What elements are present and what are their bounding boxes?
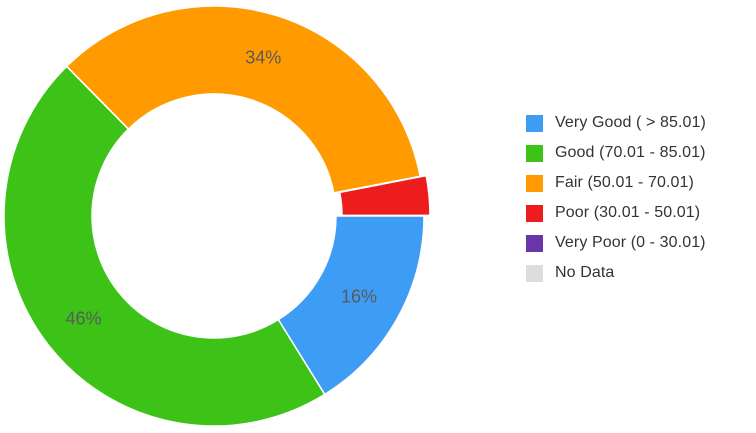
legend-item-no-data[interactable]: No Data: [526, 258, 754, 288]
legend-swatch-very-poor: [526, 234, 543, 252]
legend-swatch-poor: [526, 204, 543, 222]
donut-slice-good[interactable]: [3, 65, 326, 427]
legend-swatch-fair: [526, 174, 543, 192]
donut-slice-poor[interactable]: [338, 174, 431, 217]
slice-label-fair: 34%: [245, 47, 281, 67]
donut-slice-fair[interactable]: [65, 5, 422, 194]
legend-label-no-data: No Data: [555, 264, 615, 281]
legend-label-very-poor: Very Poor (0 - 30.01): [555, 234, 706, 251]
legend-label-good: Good (70.01 - 85.01): [555, 144, 706, 161]
legend-item-good[interactable]: Good (70.01 - 85.01): [526, 138, 754, 168]
legend-item-poor[interactable]: Poor (30.01 - 50.01): [526, 198, 754, 228]
chart-legend: Very Good ( > 85.01) Good (70.01 - 85.01…: [526, 108, 754, 288]
legend-label-fair: Fair (50.01 - 70.01): [555, 174, 694, 191]
slice-label-very-good: 16%: [341, 287, 377, 307]
legend-item-fair[interactable]: Fair (50.01 - 70.01): [526, 168, 754, 198]
legend-item-very-poor[interactable]: Very Poor (0 - 30.01): [526, 228, 754, 258]
legend-swatch-no-data: [526, 264, 543, 282]
legend-swatch-good: [526, 144, 543, 162]
slice-label-good: 46%: [65, 309, 101, 329]
legend-label-very-good: Very Good ( > 85.01): [555, 114, 706, 131]
legend-item-very-good[interactable]: Very Good ( > 85.01): [526, 108, 754, 138]
legend-label-poor: Poor (30.01 - 50.01): [555, 204, 701, 221]
legend-swatch-very-good: [526, 114, 543, 132]
